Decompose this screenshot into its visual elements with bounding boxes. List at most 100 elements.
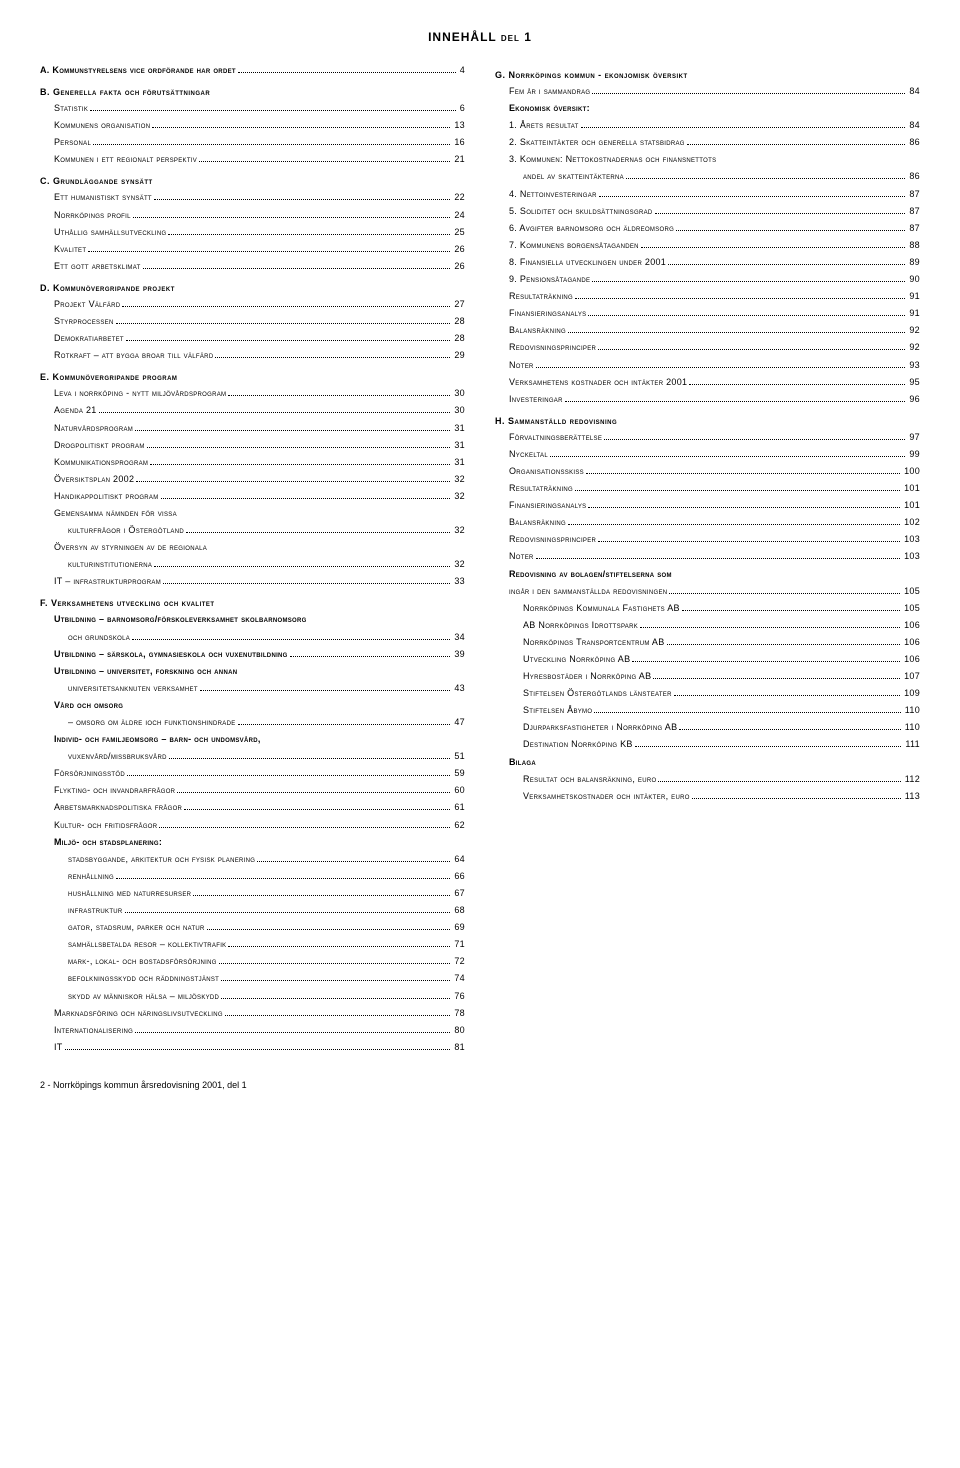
toc-row[interactable]: Projekt Välfärd27 <box>40 296 465 313</box>
toc-row-page: 74 <box>452 970 465 987</box>
toc-row[interactable]: renhållning66 <box>40 868 465 885</box>
toc-row[interactable]: kulturinstitutionerna32 <box>40 556 465 573</box>
toc-row[interactable]: Hyresbostäder i Norrköping AB107 <box>495 668 920 685</box>
toc-row[interactable]: Uthållig samhällsutveckling25 <box>40 224 465 241</box>
toc-row[interactable]: Individ- och familjeomsorg – barn- och u… <box>40 731 465 748</box>
toc-row[interactable]: Utbildning – särskola, gymnasieskola och… <box>40 646 465 663</box>
toc-row[interactable]: Nyckeltal99 <box>495 446 920 463</box>
toc-row[interactable]: Ett humanistiskt synsätt22 <box>40 189 465 206</box>
toc-row[interactable]: Resultat och balansräkning, euro112 <box>495 771 920 788</box>
toc-row[interactable]: Handikappolitiskt program32 <box>40 488 465 505</box>
toc-row[interactable]: 5. Soliditet och skuldsättningsgrad87 <box>495 203 920 220</box>
toc-row[interactable]: Balansräkning92 <box>495 322 920 339</box>
toc-row[interactable]: Agenda 2130 <box>40 402 465 419</box>
toc-row[interactable]: Arbetsmarknadspolitiska frågor61 <box>40 799 465 816</box>
toc-row[interactable]: Finansieringsanalys101 <box>495 497 920 514</box>
toc-subhead: Vård och omsorg <box>40 697 465 714</box>
toc-row[interactable]: Fem år i sammandrag84 <box>495 83 920 100</box>
toc-row[interactable]: Verksamhetens kostnader och intäkter 200… <box>495 374 920 391</box>
toc-row[interactable]: vuxenvård/missbruksvård51 <box>40 748 465 765</box>
toc-row[interactable]: kulturfrågor i Östergötland32 <box>40 522 465 539</box>
toc-row[interactable]: Utbildning – universitet, forskning och … <box>40 663 465 680</box>
toc-row[interactable]: Kommunikationsprogram31 <box>40 454 465 471</box>
toc-row[interactable]: universitetsanknuten verksamhet43 <box>40 680 465 697</box>
toc-row[interactable]: Utbildning – barnomsorg/förskoleverksamh… <box>40 611 465 628</box>
toc-row[interactable]: infrastruktur68 <box>40 902 465 919</box>
toc-row[interactable]: A. Kommunstyrelsens vice ordförande har … <box>40 62 465 79</box>
toc-row[interactable]: IT – infrastrukturprogram33 <box>40 573 465 590</box>
toc-row[interactable]: 3. Kommunen: Nettokostnadernas och finan… <box>495 151 920 168</box>
toc-row[interactable]: Kommunens organisation13 <box>40 117 465 134</box>
toc-row[interactable]: Stiftelsen Åbymo110 <box>495 702 920 719</box>
toc-row[interactable]: Naturvårdsprogram31 <box>40 420 465 437</box>
toc-row[interactable]: befolkningsskydd och räddningstjänst74 <box>40 970 465 987</box>
toc-row[interactable]: 6. Avgifter barnomsorg och äldreomsorg87 <box>495 220 920 237</box>
toc-row[interactable]: och grundskola34 <box>40 629 465 646</box>
toc-row[interactable]: Kultur- och fritidsfrågor62 <box>40 817 465 834</box>
toc-row[interactable]: Redovisningsprinciper92 <box>495 339 920 356</box>
toc-row[interactable]: Destination Norrköping KB111 <box>495 736 920 753</box>
toc-row[interactable]: samhällsbetalda resor – kollektivtrafik7… <box>40 936 465 953</box>
toc-row[interactable]: Utveckling Norrköping AB106 <box>495 651 920 668</box>
toc-row[interactable]: Resultaträkning101 <box>495 480 920 497</box>
toc-row[interactable]: AB Norrköpings Idrottspark106 <box>495 617 920 634</box>
toc-row[interactable]: Gemensamma nämnden för vissa <box>40 505 465 522</box>
toc-row[interactable]: gator, stadsrum, parker och natur69 <box>40 919 465 936</box>
toc-row[interactable]: Kvalitet26 <box>40 241 465 258</box>
toc-row[interactable]: Norrköpings Kommunala Fastighets AB105 <box>495 600 920 617</box>
toc-row-label: Handikappolitiskt program <box>54 488 159 505</box>
toc-row[interactable]: Förvaltningsberättelse97 <box>495 429 920 446</box>
toc-leader-dots <box>184 805 450 810</box>
toc-row[interactable]: Styrprocessen28 <box>40 313 465 330</box>
toc-row-label: Individ- och familjeomsorg – barn- och u… <box>54 731 261 748</box>
toc-row[interactable]: Balansräkning102 <box>495 514 920 531</box>
toc-row[interactable]: Demokratiarbetet28 <box>40 330 465 347</box>
toc-row[interactable]: Personal16 <box>40 134 465 151</box>
toc-row[interactable]: Ett gott arbetsklimat26 <box>40 258 465 275</box>
toc-row[interactable]: Försörjningsstöd59 <box>40 765 465 782</box>
toc-row[interactable]: Marknadsföring och näringslivsutveckling… <box>40 1005 465 1022</box>
toc-row[interactable]: Organisationsskiss100 <box>495 463 920 480</box>
toc-row[interactable]: IT81 <box>40 1039 465 1056</box>
toc-row[interactable]: ingår i den sammanställda redovisningen1… <box>495 583 920 600</box>
toc-row[interactable]: Djurparksfastigheter i Norrköping AB110 <box>495 719 920 736</box>
toc-row[interactable]: Norrköpings Transportcentrum AB106 <box>495 634 920 651</box>
toc-row-page: 25 <box>452 224 465 241</box>
toc-row[interactable]: Resultaträkning91 <box>495 288 920 305</box>
toc-row[interactable]: Verksamhetskostnader och intäkter, euro1… <box>495 788 920 805</box>
toc-row[interactable]: Internationalisering80 <box>40 1022 465 1039</box>
toc-row[interactable]: Noter103 <box>495 548 920 565</box>
toc-row[interactable]: andel av skatteintäkterna86 <box>495 168 920 185</box>
toc-row[interactable]: Leva i norrköping - nytt miljövårdsprogr… <box>40 385 465 402</box>
toc-row[interactable]: 8. Finansiella utvecklingen under 200189 <box>495 254 920 271</box>
toc-row[interactable]: Redovisning av bolagen/stiftelserna som <box>495 566 920 583</box>
toc-row[interactable]: Finansieringsanalys91 <box>495 305 920 322</box>
toc-row-label: Ett humanistiskt synsätt <box>54 189 152 206</box>
toc-row[interactable]: Statistik6 <box>40 100 465 117</box>
toc-leader-dots <box>219 959 451 964</box>
toc-row[interactable]: 2. Skatteintäkter och generella statsbid… <box>495 134 920 151</box>
toc-row[interactable]: Redovisningsprinciper103 <box>495 531 920 548</box>
toc-row[interactable]: Flykting- och invandrarfrågor60 <box>40 782 465 799</box>
toc-row[interactable]: mark-, lokal- och bostadsförsörjning72 <box>40 953 465 970</box>
toc-row-label: Hyresbostäder i Norrköping AB <box>523 668 651 685</box>
toc-row[interactable]: Översyn av styrningen av de regionala <box>40 539 465 556</box>
toc-row-page: 96 <box>907 391 920 408</box>
toc-row[interactable]: 9. Pensionsåtagande90 <box>495 271 920 288</box>
toc-row[interactable]: 1. Årets resultat84 <box>495 117 920 134</box>
toc-row[interactable]: Stiftelsen Östergötlands länsteater109 <box>495 685 920 702</box>
toc-row[interactable]: Norrköpings profil24 <box>40 207 465 224</box>
toc-row[interactable]: 7. Kommunens borgensåtaganden88 <box>495 237 920 254</box>
toc-row[interactable]: Drogpolitiskt program31 <box>40 437 465 454</box>
toc-row[interactable]: – omsorg om äldre ioch funktionshindrade… <box>40 714 465 731</box>
toc-row[interactable]: Kommunen i ett regionalt perspektiv21 <box>40 151 465 168</box>
toc-row-page: 68 <box>452 902 465 919</box>
toc-row[interactable]: Översiktsplan 200232 <box>40 471 465 488</box>
toc-row[interactable]: 4. Nettoinvesteringar87 <box>495 186 920 203</box>
toc-row[interactable]: Rotkraft – att bygga broar till välfärd2… <box>40 347 465 364</box>
toc-row[interactable]: stadsbyggande, arkitektur och fysisk pla… <box>40 851 465 868</box>
toc-row[interactable]: skydd av människor hälsa – miljöskydd76 <box>40 988 465 1005</box>
toc-row[interactable]: Noter93 <box>495 357 920 374</box>
toc-row[interactable]: hushållning med naturresurser67 <box>40 885 465 902</box>
toc-row[interactable]: Investeringar96 <box>495 391 920 408</box>
